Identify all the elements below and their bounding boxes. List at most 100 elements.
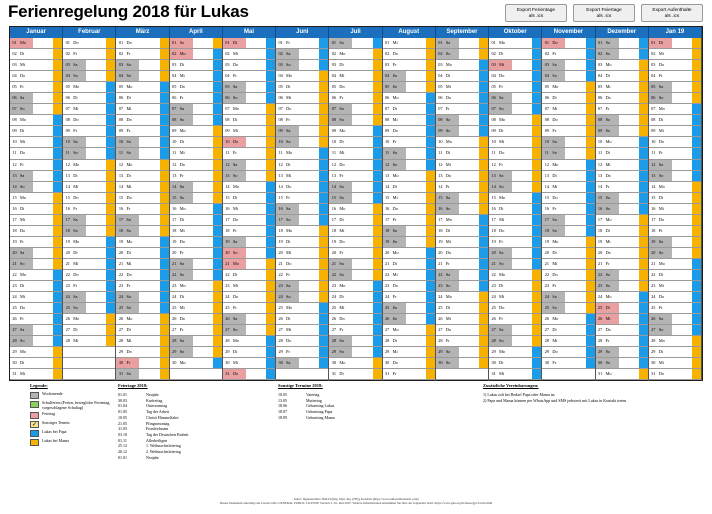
day-cell[interactable]: 25 Mo bbox=[276, 303, 329, 315]
day-cell[interactable]: 02 Di bbox=[10, 49, 63, 61]
day-cell[interactable]: 03 Sa bbox=[63, 60, 116, 72]
day-cell[interactable]: 04 So bbox=[63, 71, 116, 83]
day-cell[interactable]: 31 Mi bbox=[10, 369, 63, 381]
day-cell[interactable]: 31 Di bbox=[329, 369, 382, 381]
day-cell[interactable]: 28 Mo bbox=[222, 336, 276, 348]
day-cell[interactable]: 11 Mi bbox=[329, 148, 382, 160]
day-cell[interactable]: 26 Do bbox=[329, 314, 382, 326]
day-cell[interactable]: 07 Mi bbox=[542, 104, 595, 116]
day-cell[interactable]: 31 Sa bbox=[116, 369, 169, 381]
day-cell[interactable]: 11 So bbox=[116, 148, 169, 160]
day-cell[interactable]: 09 Mo bbox=[329, 126, 382, 138]
day-cell[interactable]: 08 Do bbox=[63, 115, 116, 127]
day-cell[interactable]: 23 Fr bbox=[542, 281, 595, 293]
day-cell[interactable]: 21 Do bbox=[276, 258, 329, 270]
day-cell[interactable]: 09 Sa bbox=[276, 126, 329, 138]
day-cell[interactable]: 03 Mi bbox=[489, 60, 542, 72]
day-cell[interactable]: 18 Mi bbox=[329, 225, 382, 237]
day-cell[interactable]: 08 Di bbox=[222, 115, 276, 127]
day-cell[interactable]: 24 Sa bbox=[63, 292, 116, 304]
day-cell[interactable]: 01 Sa bbox=[435, 38, 489, 50]
day-cell[interactable]: 13 Di bbox=[63, 170, 116, 182]
day-cell[interactable]: 24 Mi bbox=[10, 292, 63, 304]
day-cell[interactable]: 30 Do bbox=[382, 358, 435, 370]
day-cell[interactable]: 18 Do bbox=[10, 225, 63, 237]
day-cell[interactable]: 05 Mi bbox=[435, 82, 489, 94]
day-cell[interactable] bbox=[63, 358, 116, 370]
day-cell[interactable]: 15 So bbox=[329, 192, 382, 204]
day-cell[interactable]: 13 Di bbox=[116, 170, 169, 182]
day-cell[interactable]: 17 Di bbox=[169, 214, 222, 226]
day-cell[interactable]: 27 Di bbox=[542, 325, 595, 337]
day-cell[interactable]: 20 Sa bbox=[489, 247, 542, 259]
day-cell[interactable]: 27 Do bbox=[435, 325, 489, 337]
day-cell[interactable]: 24 Do bbox=[222, 292, 276, 304]
day-cell[interactable]: 02 Fr bbox=[542, 49, 595, 61]
day-cell[interactable]: 03 Fr bbox=[382, 60, 435, 72]
day-cell[interactable]: 06 Di bbox=[116, 93, 169, 105]
day-cell[interactable]: 12 Di bbox=[276, 159, 329, 171]
day-cell[interactable]: 04 Fr bbox=[222, 71, 276, 83]
day-cell[interactable]: 15 Do bbox=[63, 192, 116, 204]
day-cell[interactable]: 13 Di bbox=[542, 170, 595, 182]
day-cell[interactable]: 11 Sa bbox=[382, 148, 435, 160]
day-cell[interactable]: 16 Mo bbox=[329, 203, 382, 215]
day-cell[interactable]: 12 Mo bbox=[116, 159, 169, 171]
day-cell[interactable]: 10 Do bbox=[648, 137, 702, 149]
day-cell[interactable]: 29 Sa bbox=[435, 347, 489, 359]
day-cell[interactable]: 17 Fr bbox=[382, 214, 435, 226]
day-cell[interactable]: 05 Sa bbox=[648, 82, 702, 94]
day-cell[interactable]: 01 Fr bbox=[276, 38, 329, 50]
day-cell[interactable]: 11 Mi bbox=[169, 148, 222, 160]
day-cell[interactable]: 21 Mi bbox=[63, 258, 116, 270]
day-cell[interactable]: 14 So bbox=[489, 181, 542, 193]
day-cell[interactable]: 20 So bbox=[648, 247, 702, 259]
day-cell[interactable]: 27 Sa bbox=[10, 325, 63, 337]
day-cell[interactable]: 25 Fr bbox=[648, 303, 702, 315]
day-cell[interactable]: 26 Do bbox=[169, 314, 222, 326]
day-cell[interactable]: 05 Di bbox=[276, 82, 329, 94]
day-cell[interactable]: 23 Mi bbox=[222, 281, 276, 293]
day-cell[interactable]: 18 Mi bbox=[169, 225, 222, 237]
day-cell[interactable]: 04 Sa bbox=[382, 71, 435, 83]
day-cell[interactable]: 26 Sa bbox=[648, 314, 702, 326]
day-cell[interactable]: 16 Mo bbox=[169, 203, 222, 215]
day-cell[interactable]: 15 Fr bbox=[276, 192, 329, 204]
day-cell[interactable]: 09 So bbox=[435, 126, 489, 138]
day-cell[interactable]: 17 Sa bbox=[63, 214, 116, 226]
day-cell[interactable]: 27 So bbox=[648, 325, 702, 337]
day-cell[interactable]: 06 Do bbox=[595, 93, 648, 105]
day-cell[interactable]: 25 Fr bbox=[222, 303, 276, 315]
day-cell[interactable]: 01 Sa bbox=[595, 38, 648, 50]
day-cell[interactable]: 10 Di bbox=[329, 137, 382, 149]
day-cell[interactable]: 15 Sa bbox=[435, 192, 489, 204]
day-cell[interactable]: 25 Mi bbox=[169, 303, 222, 315]
day-cell[interactable]: 28 Mo bbox=[648, 336, 702, 348]
day-cell[interactable]: 11 Mo bbox=[276, 148, 329, 160]
day-cell[interactable]: 19 Sa bbox=[222, 236, 276, 248]
day-cell[interactable]: 28 So bbox=[489, 336, 542, 348]
day-cell[interactable]: 13 Do bbox=[595, 170, 648, 182]
day-cell[interactable]: 11 So bbox=[542, 148, 595, 160]
day-cell[interactable]: 19 Sa bbox=[648, 236, 702, 248]
day-cell[interactable]: 20 Fr bbox=[169, 247, 222, 259]
day-cell[interactable]: 10 Do bbox=[222, 137, 276, 149]
day-cell[interactable]: 28 Mi bbox=[63, 336, 116, 348]
day-cell[interactable] bbox=[169, 369, 222, 381]
day-cell[interactable]: 02 Di bbox=[489, 49, 542, 61]
day-cell[interactable]: 14 Mi bbox=[116, 181, 169, 193]
day-cell[interactable]: 15 Sa bbox=[595, 192, 648, 204]
day-cell[interactable]: 22 Do bbox=[63, 269, 116, 282]
day-cell[interactable]: 17 Mo bbox=[595, 214, 648, 226]
day-cell[interactable]: 26 Mo bbox=[116, 314, 169, 326]
day-cell[interactable]: 27 Di bbox=[116, 325, 169, 337]
day-cell[interactable]: 08 So bbox=[169, 115, 222, 127]
day-cell[interactable]: 03 Di bbox=[329, 60, 382, 72]
day-cell[interactable]: 11 Do bbox=[489, 148, 542, 160]
day-cell[interactable]: 14 Mi bbox=[542, 181, 595, 193]
day-cell[interactable]: 07 Mi bbox=[63, 104, 116, 116]
day-cell[interactable]: 13 Sa bbox=[10, 170, 63, 182]
day-cell[interactable]: 27 Do bbox=[595, 325, 648, 337]
day-cell[interactable]: 10 Sa bbox=[542, 137, 595, 149]
day-cell[interactable]: 20 Di bbox=[63, 247, 116, 259]
